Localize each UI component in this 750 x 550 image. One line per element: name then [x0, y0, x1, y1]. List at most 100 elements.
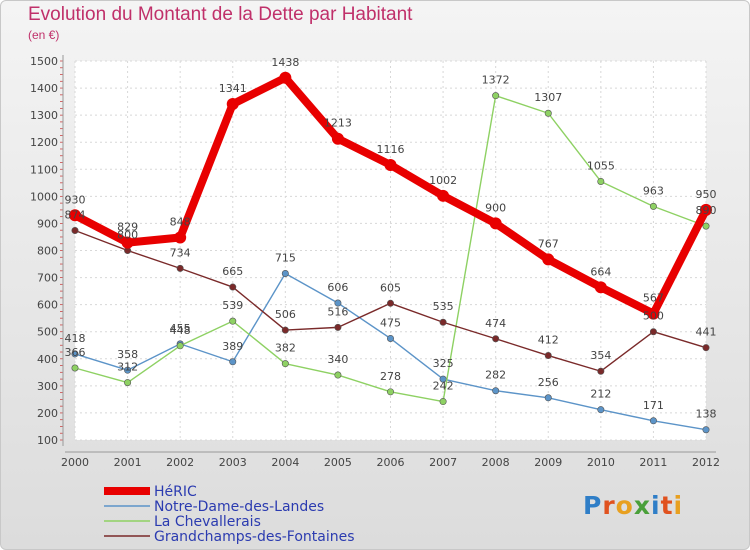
x-tick-label: 2003	[219, 456, 247, 469]
data-label: 366	[65, 346, 86, 359]
data-point	[386, 388, 394, 396]
data-point	[544, 352, 552, 360]
data-point	[229, 283, 237, 291]
data-point	[597, 367, 605, 375]
y-tick-label: 500	[37, 326, 58, 339]
data-label: 664	[590, 265, 611, 278]
data-point	[334, 323, 342, 331]
x-tick-label: 2002	[166, 456, 194, 469]
legend-label: Grandchamps-des-Fontaines	[154, 529, 355, 545]
data-label: 448	[170, 324, 191, 337]
logo-letter: o	[615, 491, 634, 520]
x-tick-label: 2006	[377, 456, 405, 469]
data-label: 715	[275, 252, 296, 265]
legend-label: HéRIC	[154, 484, 197, 500]
data-label: 516	[327, 305, 348, 318]
data-point	[386, 299, 394, 307]
data-label: 829	[117, 221, 138, 234]
y-tick-label: 1300	[30, 109, 58, 122]
x-tick-label: 2000	[61, 456, 89, 469]
x-tick-label: 2010	[587, 456, 615, 469]
data-label: 1055	[587, 159, 615, 172]
data-label: 890	[696, 204, 717, 217]
data-point	[281, 360, 289, 368]
data-point	[649, 202, 657, 210]
chart-subtitle: (en €)	[28, 28, 60, 42]
data-point	[544, 394, 552, 402]
data-point	[492, 335, 500, 343]
data-point	[542, 253, 555, 266]
data-point	[71, 350, 79, 358]
data-label: 1438	[271, 56, 299, 69]
data-label: 665	[222, 265, 243, 278]
data-label: 900	[485, 201, 506, 214]
data-label: 242	[433, 380, 454, 393]
data-label: 605	[380, 281, 401, 294]
data-label: 500	[643, 310, 664, 323]
data-point	[492, 92, 500, 100]
data-label: 800	[117, 229, 138, 242]
data-label: 138	[696, 408, 717, 421]
data-point	[439, 398, 447, 406]
y-tick-label: 200	[37, 407, 58, 420]
y-tick-label: 1400	[30, 82, 58, 95]
logo-letter: i	[673, 491, 684, 520]
y-tick-label: 800	[37, 245, 58, 258]
data-point	[702, 426, 710, 434]
data-label: 171	[643, 399, 664, 412]
data-label: 418	[65, 332, 86, 345]
data-label: 474	[485, 317, 506, 330]
x-tick-label: 2009	[534, 456, 562, 469]
y-tick-label: 1000	[30, 190, 58, 203]
data-label: 874	[65, 208, 86, 221]
data-label: 848	[170, 216, 191, 229]
y-tick-label: 700	[37, 272, 58, 285]
x-tick-label: 2004	[271, 456, 299, 469]
data-label: 1341	[219, 82, 247, 95]
data-label: 767	[538, 237, 559, 250]
y-tick-label: 900	[37, 217, 58, 230]
data-label: 1002	[429, 174, 457, 187]
data-label: 1372	[482, 74, 510, 87]
data-point	[597, 406, 605, 414]
data-point	[702, 222, 710, 230]
x-tick-label: 2001	[114, 456, 142, 469]
data-label: 535	[433, 300, 454, 313]
y-tick-label: 100	[37, 434, 58, 447]
data-label: 441	[696, 326, 717, 339]
y-tick-label: 1100	[30, 163, 58, 176]
data-point	[174, 231, 187, 244]
y-tick-label: 600	[37, 299, 58, 312]
data-point	[331, 132, 344, 145]
data-label: 354	[590, 349, 611, 362]
data-label: 930	[65, 193, 86, 206]
data-point	[71, 364, 79, 372]
data-label: 282	[485, 369, 506, 382]
data-labels: 418 358 455 389 715 606 475 325 282 256 212 171 138 3…	[65, 56, 717, 421]
x-tick-label: 2008	[482, 456, 510, 469]
data-point	[334, 299, 342, 307]
data-point	[279, 71, 292, 84]
data-label: 256	[538, 376, 559, 389]
data-label: 950	[696, 188, 717, 201]
data-point	[594, 281, 607, 294]
data-point	[544, 109, 552, 117]
data-point	[69, 209, 81, 222]
x-tick-label: 2011	[639, 456, 667, 469]
data-label: 475	[380, 316, 401, 329]
data-point	[229, 317, 237, 325]
logo-letter: x	[633, 491, 651, 520]
data-point	[226, 98, 239, 111]
data-point	[597, 177, 605, 185]
data-point	[437, 189, 450, 202]
data-point	[281, 270, 289, 278]
legend-label: La Chevallerais	[154, 514, 261, 530]
data-label: 325	[433, 357, 454, 370]
data-label: 358	[117, 348, 138, 361]
data-label: 212	[590, 388, 611, 401]
data-label: 340	[327, 353, 348, 366]
data-point	[281, 326, 289, 334]
data-point	[121, 236, 134, 249]
